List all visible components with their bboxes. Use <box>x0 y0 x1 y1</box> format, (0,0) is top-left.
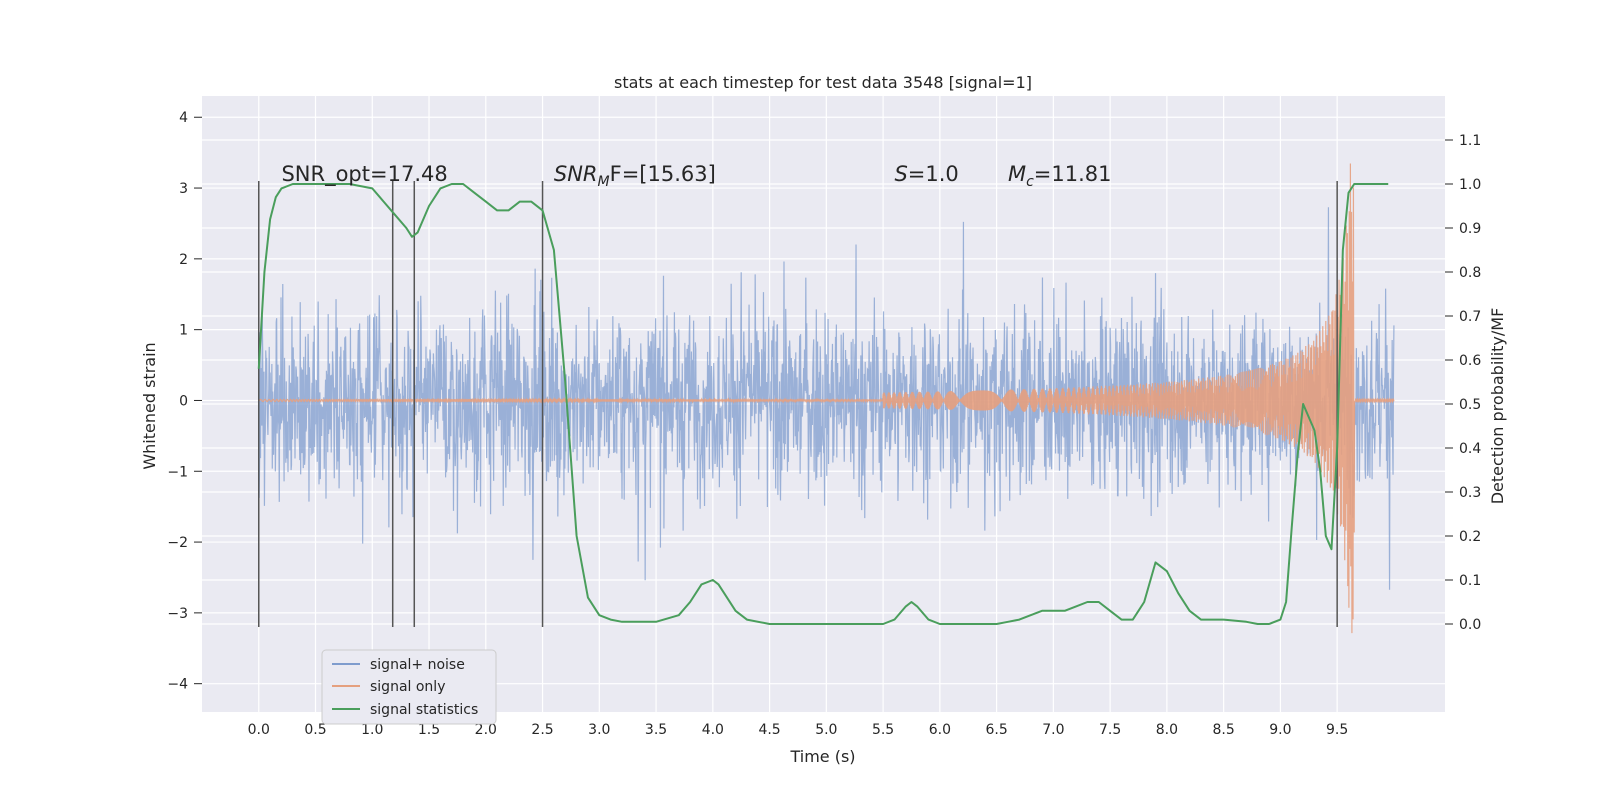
x-tick-label-17: 8.5 <box>1213 722 1235 738</box>
x-tick-label-6: 3.0 <box>588 722 610 738</box>
x-tick-label-19: 9.5 <box>1326 722 1348 738</box>
x-tick-label-15: 7.5 <box>1099 722 1121 738</box>
x-tick-label-18: 9.0 <box>1269 722 1291 738</box>
legend-label-signal-statistics: signal statistics <box>370 702 478 718</box>
chart-title: stats at each timestep for test data 354… <box>614 73 1032 92</box>
yr-tick-label-1: 1.0 <box>1459 177 1481 193</box>
x-tick-label-11: 5.5 <box>872 722 894 738</box>
yr-tick-label-5: 0.6 <box>1459 353 1481 369</box>
yr-tick-label-8: 0.3 <box>1459 485 1481 501</box>
x-tick-label-10: 5.0 <box>815 722 837 738</box>
y-tick-label-5: −1 <box>167 464 188 480</box>
x-axis-label: Time (s) <box>789 747 855 766</box>
legend-box <box>321 649 497 725</box>
x-tick-label-9: 4.5 <box>758 722 780 738</box>
x-tick-label-3: 1.5 <box>418 722 440 738</box>
legend: signal+ noise signal only signal statist… <box>321 649 497 725</box>
signal-statistics-line <box>257 183 1389 625</box>
x-tick-label-0: 0.0 <box>248 722 270 738</box>
yr-tick-label-9: 0.2 <box>1459 529 1481 545</box>
x-tick-label-16: 8.0 <box>1156 722 1178 738</box>
signal-only-series <box>258 163 1395 634</box>
y-tick-label-2: 2 <box>179 252 188 268</box>
annotation-2: S=1.0 <box>894 162 958 186</box>
yr-tick-label-2: 0.9 <box>1459 221 1481 237</box>
y-axis-ticks: 4 3 2 1 0 −1 −2 −3 −4 <box>167 110 202 693</box>
annotations: SNR_opt=17.48 SNRMF=[15.63] S=1.0 Mc=11.81 <box>281 162 1111 190</box>
legend-label-signal-noise: signal+ noise <box>370 657 465 673</box>
y-tick-label-0: 4 <box>179 110 188 126</box>
y-tick-label-7: −3 <box>167 606 188 622</box>
x-tick-label-14: 7.0 <box>1042 722 1064 738</box>
vertical-markers <box>258 180 1338 628</box>
x-tick-label-8: 4.0 <box>702 722 724 738</box>
y-axis-label: Whitened strain <box>140 342 159 469</box>
x-tick-label-4: 2.0 <box>475 722 497 738</box>
annotation-3: Mc=11.81 <box>1008 162 1112 190</box>
x-tick-label-13: 6.5 <box>985 722 1007 738</box>
yr-tick-label-0: 1.1 <box>1459 133 1481 149</box>
y-right-axis-ticks: 1.1 1.0 0.9 0.8 0.7 0.6 0.5 0.4 0.3 0.2 0.1 0.0 <box>1445 133 1481 633</box>
y-tick-label-6: −2 <box>167 535 188 551</box>
yr-tick-label-10: 0.1 <box>1459 573 1481 589</box>
annotation-1: SNRMF=[15.63] <box>554 162 716 190</box>
x-tick-label-1: 0.5 <box>304 722 326 738</box>
yr-tick-label-4: 0.7 <box>1459 309 1481 325</box>
y-tick-label-4: 0 <box>179 393 188 409</box>
yr-tick-label-7: 0.4 <box>1459 441 1481 457</box>
legend-label-signal-only: signal only <box>370 679 445 695</box>
x-tick-label-5: 2.5 <box>531 722 553 738</box>
y-right-axis-label: Detection probability/MF <box>1488 308 1507 505</box>
y-tick-label-8: −4 <box>167 677 188 693</box>
annotation-0: SNR_opt=17.48 <box>281 162 447 187</box>
x-tick-label-2: 1.0 <box>361 722 383 738</box>
x-axis-ticks: 0.0 0.5 1.0 1.5 2.0 2.5 3.0 3.5 4.0 4.5 5.0 5.5 6.0 6… <box>248 722 1349 738</box>
x-tick-label-7: 3.5 <box>645 722 667 738</box>
y-tick-label-3: 1 <box>179 323 188 339</box>
signal-statistics-series <box>257 183 1389 625</box>
yr-tick-label-11: 0.0 <box>1459 617 1481 633</box>
yr-tick-label-3: 0.8 <box>1459 265 1481 281</box>
signal-only-line <box>258 163 1395 634</box>
x-tick-label-12: 6.0 <box>929 722 951 738</box>
y-tick-label-1: 3 <box>179 181 188 197</box>
yr-tick-label-6: 0.5 <box>1459 397 1481 413</box>
